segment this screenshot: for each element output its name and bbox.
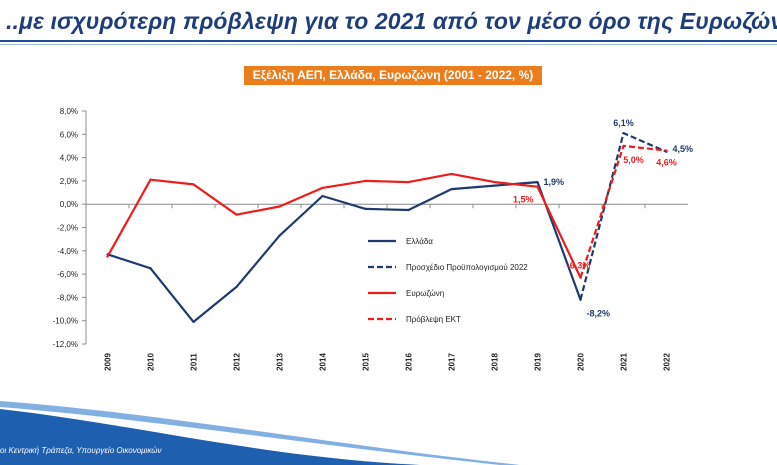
series-2-point <box>450 172 453 176</box>
data-label: 5,0% <box>623 155 644 165</box>
series-3-point <box>579 276 582 279</box>
series-2-point <box>536 185 539 188</box>
series-0-point <box>536 180 539 184</box>
series-2-point <box>149 178 152 181</box>
series-1-point <box>622 132 625 135</box>
series-0-point <box>364 207 367 210</box>
y-tick-label: -6,0% <box>57 270 78 279</box>
series-2-point <box>235 213 238 216</box>
headline-rule-light <box>0 44 777 45</box>
legend-label: Προσχέδιο Προϋπολογισμού 2022 <box>406 263 528 272</box>
series-3-point <box>665 149 668 152</box>
y-tick-label: -12,0% <box>53 340 78 349</box>
series-0-point <box>149 267 152 270</box>
x-tick-label: 2022 <box>663 353 672 371</box>
series-2-point <box>364 179 367 182</box>
x-tick-label: 2014 <box>319 353 328 371</box>
y-tick-label: -8,0% <box>57 293 78 302</box>
data-label: 4,6% <box>656 158 677 168</box>
series-line-2 <box>106 172 582 279</box>
x-tick-label: 2010 <box>147 353 156 371</box>
series-0-point <box>235 285 238 289</box>
data-label: 4,5% <box>673 144 694 154</box>
x-tick-label: 2009 <box>104 353 113 371</box>
series-3-point <box>622 144 625 148</box>
series-1-point <box>579 298 582 301</box>
y-tick-label: -2,0% <box>57 224 78 233</box>
x-tick-label: 2016 <box>405 353 414 371</box>
legend-label: Πρόβλεψη ΕΚΤ <box>406 315 461 324</box>
x-tick-label: 2015 <box>362 353 371 371</box>
y-tick-label: 6,0% <box>60 130 78 139</box>
series-2-point <box>106 255 109 258</box>
x-tick-label: 2017 <box>448 353 457 371</box>
series-2-point <box>407 180 410 184</box>
x-tick-label: 2021 <box>620 353 629 371</box>
series-line-3 <box>579 144 667 278</box>
x-tick-label: 2019 <box>534 353 543 371</box>
series-line-0 <box>107 181 582 323</box>
y-tick-label: 4,0% <box>60 154 78 163</box>
x-tick-label: 2011 <box>190 353 199 371</box>
data-label: -6,3% <box>567 261 591 271</box>
headline-rule <box>0 40 777 42</box>
chart-title: Εξέλιξη ΑΕΠ, Ελλάδα, Ευρωζώνη (2001 - 20… <box>244 66 542 85</box>
series-0-point <box>493 184 496 187</box>
series-0-point <box>407 208 410 212</box>
series-0-point <box>192 320 195 323</box>
y-tick-label: 2,0% <box>60 177 78 186</box>
legend-label: Ευρωζώνη <box>406 289 444 298</box>
x-tick-label: 2012 <box>233 353 242 371</box>
y-tick-label: 0,0% <box>60 200 78 209</box>
series-0-point <box>278 234 281 237</box>
series-2-point <box>493 180 496 184</box>
x-tick-label: 2013 <box>276 353 285 371</box>
series-2-point <box>192 183 195 186</box>
data-label: 1,5% <box>513 195 534 205</box>
y-tick-label: -4,0% <box>57 247 78 256</box>
data-label: 6,1% <box>613 118 634 128</box>
footer-wave-decoration <box>0 401 520 465</box>
series-0-point <box>321 194 324 198</box>
y-tick-label: -10,0% <box>53 317 78 326</box>
series-2-point <box>278 205 281 208</box>
x-tick-label: 2020 <box>577 353 586 371</box>
series-2-point <box>321 186 324 189</box>
data-label: -8,2% <box>587 309 611 319</box>
footer-source: οι Κεντρική Τράπεζα, Υπουργείο Οικονομικ… <box>0 446 162 455</box>
data-label: 1,9% <box>544 177 565 187</box>
series-0-point <box>450 187 453 191</box>
legend-label: Ελλάδα <box>406 237 433 246</box>
x-tick-label: 2018 <box>491 353 500 371</box>
y-tick-label: 8,0% <box>60 107 78 116</box>
page-headline: ..με ισχυρότερη πρόβλεψη για το 2021 από… <box>6 8 777 34</box>
